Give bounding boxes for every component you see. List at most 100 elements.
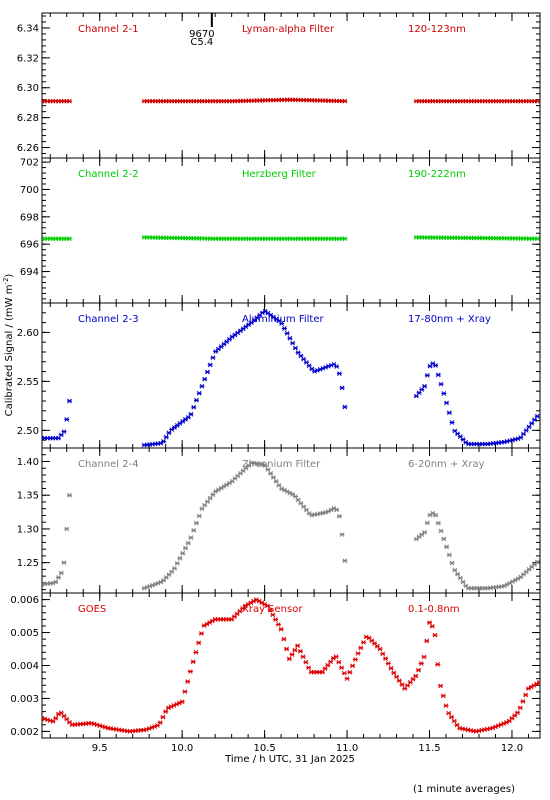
data-point [438,683,444,689]
panel-ch2-2: 694 696 698 700 702 Channel 2-2 Herzberg Filte… [20,157,541,304]
data-point [339,532,345,537]
data-point [427,620,433,626]
data-point [433,363,439,368]
data-point [290,340,296,346]
data-point [196,390,202,396]
data-point [517,705,523,711]
series-ch2-4 [42,460,540,591]
panel-label-3: 120-123nm [408,24,466,35]
series-ch2-1 [42,97,540,104]
data-point [443,703,449,709]
data-point [64,416,70,422]
data-point [55,435,61,441]
data-point [300,654,306,660]
data-point [306,665,312,671]
data-point [158,440,164,446]
data-point [275,622,281,627]
data-point [427,512,433,518]
data-point [163,434,169,440]
data-point [193,649,199,655]
data-point [210,492,216,498]
data-point [339,665,345,671]
data-point [292,345,298,351]
data-point [413,393,419,399]
data-point [202,376,208,382]
data-point [292,647,298,653]
data-point [336,513,342,519]
data-point [270,475,276,480]
data-point [284,646,290,652]
data-point [352,657,358,662]
data-point [268,471,274,476]
data-point [188,535,194,540]
panel-ch2-4: 1.25 1.30 1.35 1.40 Channel 2-4 Zirconium Fil… [17,447,541,594]
data-point [237,328,243,334]
data-point [262,308,268,314]
data-point [232,332,238,338]
data-point [319,669,325,675]
data-point [202,502,208,508]
data-point [287,335,293,341]
data-point [529,420,535,426]
data-point [58,432,64,438]
data-point [289,652,295,657]
series-ch2-3 [42,308,540,448]
data-point [58,710,64,716]
data-point [454,722,460,728]
data-point [424,520,430,526]
data-point [210,355,216,361]
data-point [281,636,287,642]
data-point [449,714,455,720]
data-point [402,686,408,691]
y-tick-label: 6.28 [17,113,39,124]
data-point [514,710,520,716]
data-point [416,390,422,396]
data-point [268,312,274,318]
data-point [207,495,213,501]
data-point [361,640,367,645]
data-point [410,676,416,682]
data-point [61,560,67,566]
data-point [53,715,59,721]
data-point [328,659,334,665]
data-point [521,431,527,437]
data-point [66,398,72,404]
data-point [273,316,279,322]
data-point [336,371,342,377]
series-goes [42,597,540,734]
data-point [396,678,402,684]
data-point [303,659,309,665]
data-point [182,545,188,551]
data-point [333,654,339,660]
data-point [163,709,169,714]
data-point [339,385,345,391]
data-point [182,689,188,695]
x-axis-title: Time / h UTC, 31 Jan 2025 [224,754,355,765]
data-point [61,713,67,719]
flare-region-number: 9670 [189,29,214,40]
flare-class: C5.4 [190,37,213,48]
data-point [169,569,175,575]
data-point [444,400,450,406]
y-axis-title-main: Calibrated Signal / (mW m [4,285,15,417]
data-point [166,430,172,436]
data-point [394,674,400,680]
data-point [424,638,430,644]
data-point [334,364,340,369]
data-point [347,669,353,675]
panel-label-1: Channel 2-4 [78,459,139,470]
data-point [229,334,235,340]
panel-label-3: 190-222nm [408,169,466,180]
data-point [179,699,185,705]
panel-label-1: GOES [78,604,106,615]
data-point [303,360,309,365]
y-tick-label: 698 [20,212,39,223]
data-point [419,387,425,392]
data-point [286,656,292,662]
panel-label-2: Lyman-alpha Filter [242,24,335,35]
data-point [246,322,252,327]
data-point [446,710,452,716]
data-point [421,654,427,660]
data-point [446,410,452,416]
data-point [342,236,348,242]
